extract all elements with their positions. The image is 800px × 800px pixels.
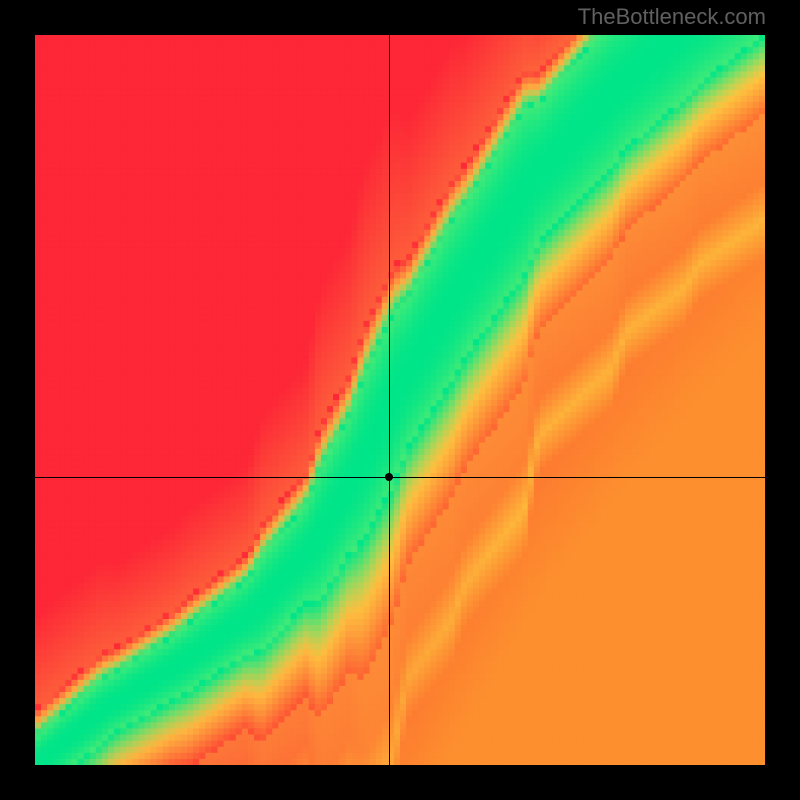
watermark-text: TheBottleneck.com [578,4,766,30]
chart-container: TheBottleneck.com [0,0,800,800]
crosshair-horizontal [35,477,765,478]
selection-marker [385,473,393,481]
heatmap-canvas [35,35,765,765]
heatmap-plot [35,35,765,765]
crosshair-vertical [389,35,390,765]
